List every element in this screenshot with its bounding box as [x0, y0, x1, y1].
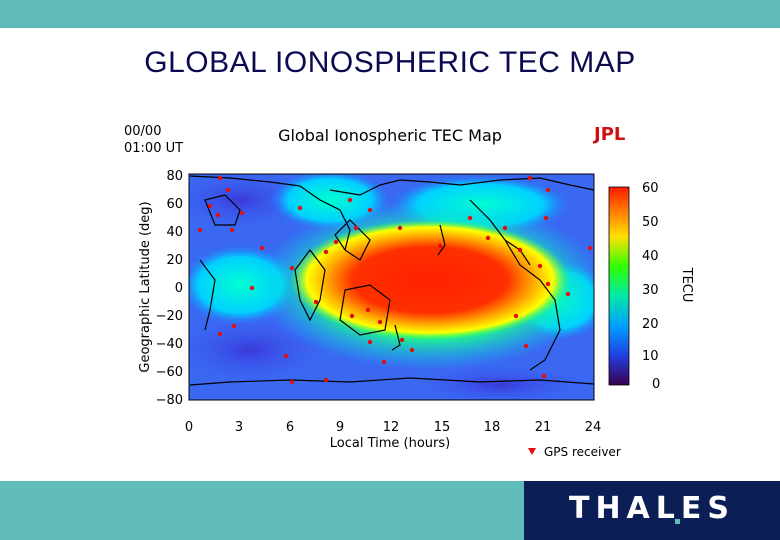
- x-axis: 0 3 6 9 12 15 18 21 24: [185, 420, 601, 435]
- y-tick-label: 60: [166, 197, 183, 212]
- y-tick-label: −20: [156, 309, 183, 324]
- colorbar-tick-label: 50: [642, 215, 659, 230]
- plot-frame: [188, 173, 595, 401]
- y-tick-label: 20: [166, 253, 183, 268]
- colorbar-tick-label: 30: [642, 283, 659, 298]
- map-title: Global Ionospheric TEC Map: [278, 126, 502, 145]
- x-axis-label: Local Time (hours): [330, 436, 450, 451]
- tec-map-plot: [189, 174, 594, 400]
- colorbar-tick-label: 10: [642, 349, 659, 364]
- tec-map-figure: 00/00 01:00 UT Global Ionospheric TEC Ma…: [124, 124, 694, 459]
- y-tick-label: 0: [175, 281, 183, 296]
- logo-dot: [675, 519, 680, 524]
- thales-logo: THALES: [524, 481, 780, 540]
- x-tick-label: 6: [286, 420, 294, 435]
- gps-receivers: [189, 175, 593, 385]
- y-axis: 80 60 40 20 0 −20 −40 −60 −80: [156, 169, 183, 408]
- logo-text: THALES: [568, 491, 735, 526]
- colorbar-label: TECU: [679, 267, 694, 303]
- colorbar: [608, 186, 630, 386]
- colorbar-tick-label: 20: [642, 317, 659, 332]
- x-tick-label: 21: [535, 420, 552, 435]
- x-tick-label: 0: [185, 420, 193, 435]
- colorbar-tick-label: 0: [652, 377, 660, 392]
- source-label: JPL: [592, 124, 625, 145]
- x-tick-label: 9: [336, 420, 344, 435]
- x-tick-label: 18: [484, 420, 501, 435]
- colorbar-ticks: 60 50 40 30 20 10 0: [642, 181, 660, 392]
- x-tick-label: 12: [383, 420, 400, 435]
- y-tick-label: 80: [166, 169, 183, 184]
- y-tick-label: −40: [156, 337, 183, 352]
- y-tick-label: −80: [156, 393, 183, 408]
- y-tick-label: 40: [166, 225, 183, 240]
- y-axis-label: Geographic Latitude (deg): [138, 201, 153, 372]
- coastlines: [189, 175, 594, 386]
- legend-label: GPS receiver: [544, 445, 621, 459]
- colorbar-tick-label: 60: [642, 181, 659, 196]
- top-accent-bar: [0, 0, 780, 28]
- date-label: 00/00: [124, 124, 161, 139]
- colorbar-tick-label: 40: [642, 249, 659, 264]
- x-tick-label: 24: [585, 420, 602, 435]
- gps-receiver-marker: [528, 448, 536, 455]
- slide-title: GLOBAL IONOSPHERIC TEC MAP: [144, 46, 636, 79]
- x-tick-label: 3: [235, 420, 243, 435]
- time-label: 01:00 UT: [124, 141, 183, 156]
- y-tick-label: −60: [156, 365, 183, 380]
- x-tick-label: 15: [434, 420, 451, 435]
